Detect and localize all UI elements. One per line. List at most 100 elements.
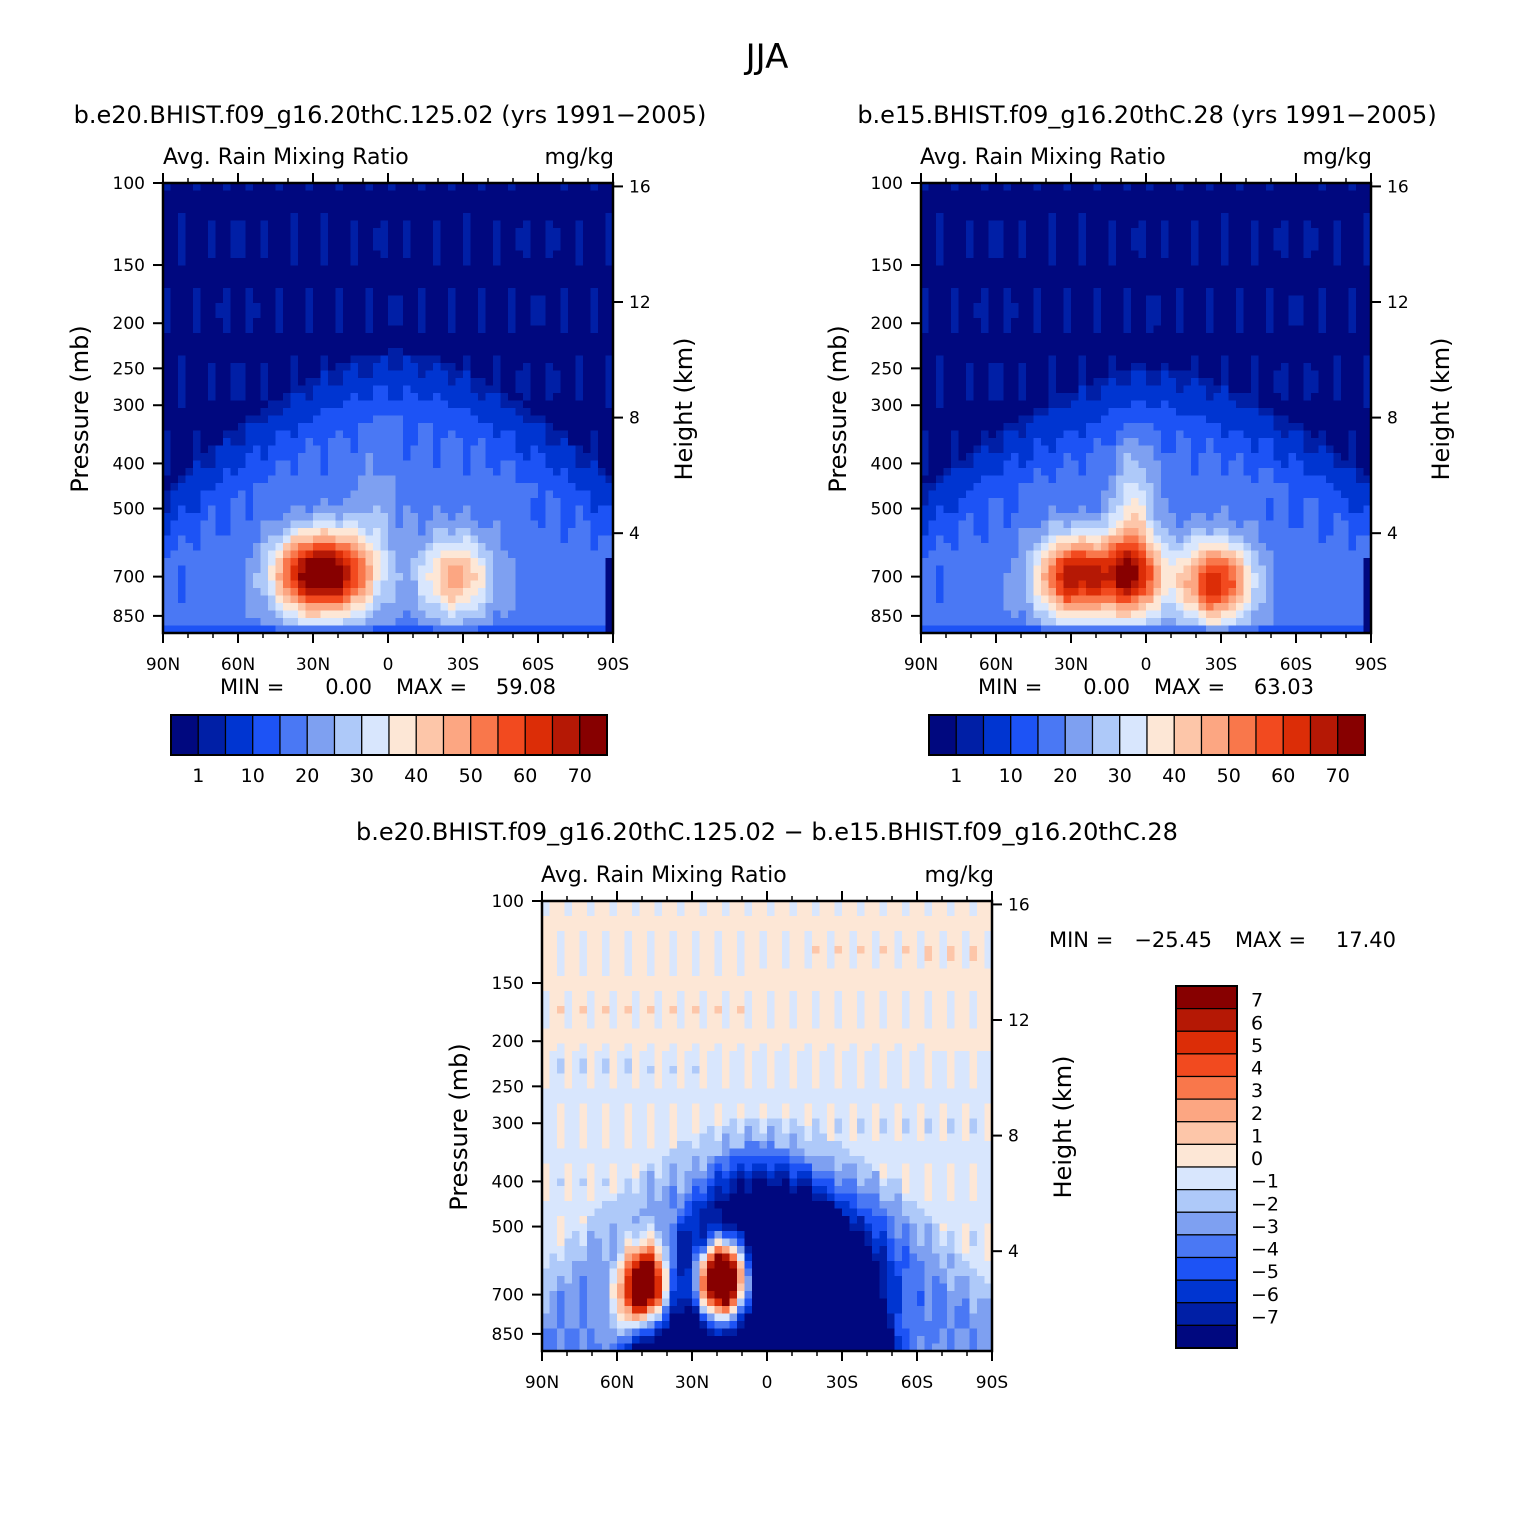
contour-cell: [433, 595, 442, 604]
contour-cell: [335, 250, 344, 259]
contour-cell: [1296, 333, 1305, 342]
contour-cell: [388, 618, 397, 627]
contour-cell: [350, 370, 359, 379]
contour-cell: [418, 513, 427, 522]
contour-cell: [1003, 198, 1012, 207]
contour-cell: [1236, 273, 1245, 282]
contour-cell: [373, 198, 382, 207]
contour-cell: [290, 550, 299, 559]
contour-cell: [208, 378, 217, 387]
contour-cell: [230, 363, 239, 372]
contour-cell: [298, 415, 307, 424]
contour-cell: [208, 438, 217, 447]
contour-cell: [350, 400, 359, 409]
contour-cell: [238, 340, 247, 349]
contour-cell: [1153, 228, 1162, 237]
contour-cell: [560, 393, 569, 402]
contour-cell: [523, 348, 532, 357]
contour-cell: [463, 183, 472, 192]
contour-cell: [545, 400, 554, 409]
contour-cell: [553, 250, 562, 259]
contour-cell: [395, 543, 404, 552]
contour-cell: [1191, 310, 1200, 319]
contour-cell: [185, 618, 194, 627]
contour-cell: [943, 265, 952, 274]
contour-cell: [313, 438, 322, 447]
contour-cell: [433, 318, 442, 327]
contour-cell: [583, 573, 592, 582]
contour-cell: [388, 588, 397, 597]
contour-cell: [373, 588, 382, 597]
contour-cell: [605, 468, 614, 477]
contour-cell: [260, 325, 269, 334]
contour-cell: [500, 213, 509, 222]
contour-cell: [598, 333, 607, 342]
contour-cell: [410, 363, 419, 372]
contour-cell: [230, 370, 239, 379]
contour-cell: [215, 415, 224, 424]
contour-cell: [163, 355, 172, 364]
contour-cell: [230, 565, 239, 574]
contour-cell: [283, 618, 292, 627]
contour-cell: [170, 610, 179, 619]
contour-cell: [268, 355, 277, 364]
contour-cell: [1026, 273, 1035, 282]
contour-cell: [1251, 205, 1260, 214]
contour-cell: [538, 258, 547, 267]
contour-cell: [320, 580, 329, 589]
contour-cell: [418, 483, 427, 492]
contour-cell: [921, 258, 930, 267]
contour-cell: [440, 190, 449, 199]
contour-cell: [598, 250, 607, 259]
contour-cell: [1108, 273, 1117, 282]
contour-cell: [1318, 288, 1327, 297]
contour-cell: [1206, 333, 1215, 342]
contour-cell: [328, 378, 337, 387]
contour-cell: [500, 243, 509, 252]
contour-cell: [463, 400, 472, 409]
contour-cell: [373, 295, 382, 304]
contour-cell: [193, 610, 202, 619]
contour-cell: [223, 588, 232, 597]
contour-cell: [1348, 288, 1357, 297]
contour-cell: [275, 400, 284, 409]
contour-cell: [440, 610, 449, 619]
contour-cell: [433, 475, 442, 484]
contour-cell: [1093, 220, 1102, 229]
contour-cell: [163, 550, 172, 559]
contour-cell: [223, 415, 232, 424]
contour-cell: [238, 543, 247, 552]
contour-cell: [260, 273, 269, 282]
contour-cell: [1146, 310, 1155, 319]
contour-cell: [590, 565, 599, 574]
contour-cell: [1011, 235, 1020, 244]
contour-cell: [350, 325, 359, 334]
contour-cell: [163, 228, 172, 237]
contour-cell: [230, 303, 239, 312]
contour-cell: [283, 205, 292, 214]
contour-cell: [1086, 318, 1095, 327]
contour-cell: [545, 378, 554, 387]
contour-cell: [1198, 213, 1207, 222]
contour-cell: [380, 205, 389, 214]
contour-cell: [981, 250, 990, 259]
contour-cell: [260, 378, 269, 387]
contour-cell: [260, 363, 269, 372]
contour-cell: [523, 333, 532, 342]
contour-cell: [1138, 205, 1147, 214]
contour-cell: [215, 183, 224, 192]
contour-cell: [943, 183, 952, 192]
contour-cell: [358, 543, 367, 552]
contour-cell: [981, 303, 990, 312]
contour-cell: [418, 265, 427, 274]
contour-cell: [253, 333, 262, 342]
contour-cell: [395, 460, 404, 469]
contour-cell: [1213, 220, 1222, 229]
contour-cell: [1131, 288, 1140, 297]
contour-cell: [215, 258, 224, 267]
contour-cell: [275, 468, 284, 477]
contour-cell: [590, 438, 599, 447]
contour-cell: [478, 333, 487, 342]
contour-cell: [455, 423, 464, 432]
contour-cell: [215, 363, 224, 372]
